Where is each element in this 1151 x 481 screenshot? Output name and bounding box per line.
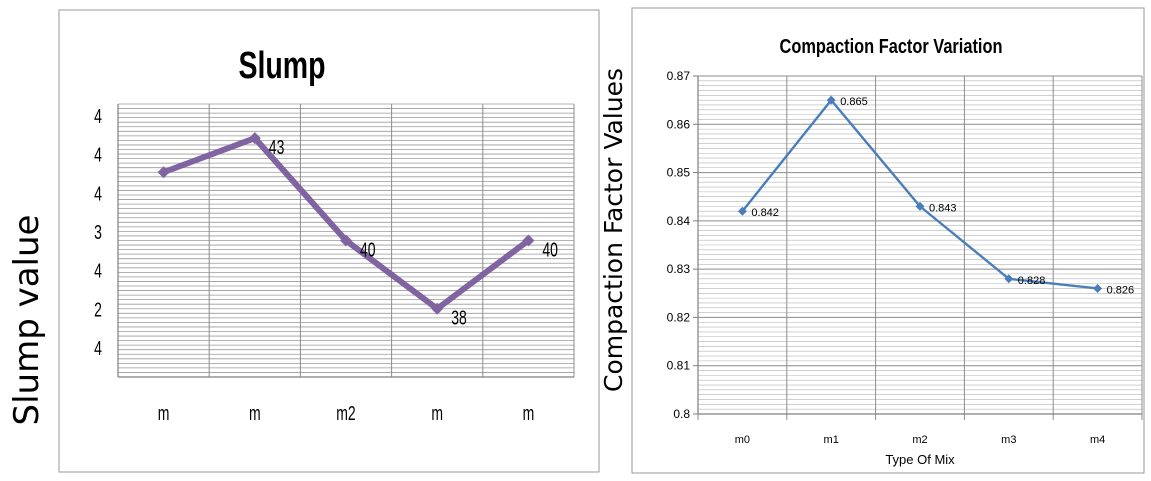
cf-y-axis-label: Compaction Factor Values	[599, 68, 628, 392]
x-tick-label: m1	[824, 434, 839, 446]
data-label: 40	[542, 238, 558, 261]
y-tick-label: 2	[94, 298, 102, 321]
y-tick-label: 0.85	[667, 166, 691, 180]
cf-chart-title: Compaction Factor Variation	[780, 34, 1003, 57]
y-tick-label: 0.86	[667, 117, 691, 131]
cf-y-tick-labels: 0.87 0.86 0.85 0.84 0.83 0.82 0.81 0.8	[667, 69, 698, 421]
y-tick-label: 0.8	[673, 407, 690, 421]
data-point	[431, 302, 444, 315]
cf-grid	[697, 75, 1143, 420]
y-tick-label: 4	[94, 104, 102, 127]
data-label: 0.828	[1018, 275, 1046, 287]
x-tick-label: m	[431, 401, 443, 424]
slump-x-tick-labels: m m m2 m m	[158, 401, 534, 424]
slump-data-labels: 43 40 38 40	[269, 136, 558, 330]
y-tick-label: 0.81	[667, 359, 691, 373]
data-point	[826, 95, 836, 105]
x-tick-label: m2	[336, 401, 355, 424]
x-tick-label: m	[249, 401, 261, 424]
y-tick-label: 4	[94, 336, 102, 359]
data-point	[737, 206, 747, 216]
cf-x-tick-labels: m0 m1 m2 m3 m4	[735, 434, 1105, 446]
x-tick-label: m3	[1001, 434, 1016, 446]
cf-series	[737, 95, 1103, 293]
x-tick-label: m	[158, 401, 170, 424]
data-label: 38	[451, 306, 467, 329]
y-tick-label: 0.87	[667, 69, 691, 83]
data-point	[522, 234, 535, 247]
y-tick-label: 4	[94, 259, 102, 282]
data-label: 40	[360, 238, 376, 261]
data-label: 0.865	[840, 96, 868, 108]
compaction-factor-chart: Compaction Factor Variation Compaction F…	[599, 7, 1145, 474]
slump-y-tick-labels: 4 4 4 3 4 2 4	[94, 104, 102, 359]
x-tick-label: m4	[1090, 434, 1105, 446]
cf-x-axis-label: Type Of Mix	[885, 452, 955, 467]
slump-grid	[117, 103, 575, 378]
data-point	[1093, 283, 1103, 293]
slump-chart-title: Slump	[238, 45, 325, 87]
y-tick-label: 3	[94, 220, 102, 243]
data-point	[340, 234, 352, 247]
data-label: 0.826	[1107, 284, 1135, 296]
data-label: 43	[269, 136, 285, 159]
data-label: 0.843	[929, 202, 957, 214]
y-tick-label: 4	[94, 182, 102, 205]
data-point	[248, 132, 261, 145]
data-point	[915, 201, 925, 211]
x-tick-label: m2	[912, 434, 927, 446]
slump-chart-border	[58, 9, 600, 473]
outer-y-axis-label: Slump value	[7, 215, 47, 426]
y-tick-label: 0.82	[667, 310, 691, 324]
slump-series	[157, 132, 535, 315]
cf-chart-border	[631, 7, 1145, 474]
y-tick-label: 0.84	[667, 214, 691, 228]
data-label: 0.842	[751, 207, 779, 219]
data-point	[157, 166, 170, 179]
cf-data-labels: 0.842 0.865 0.843 0.828 0.826	[751, 96, 1134, 296]
data-point	[1004, 274, 1014, 284]
x-tick-label: m	[523, 401, 535, 424]
x-tick-label: m0	[735, 434, 750, 446]
y-tick-label: 0.83	[667, 262, 691, 276]
y-tick-label: 4	[94, 143, 102, 166]
